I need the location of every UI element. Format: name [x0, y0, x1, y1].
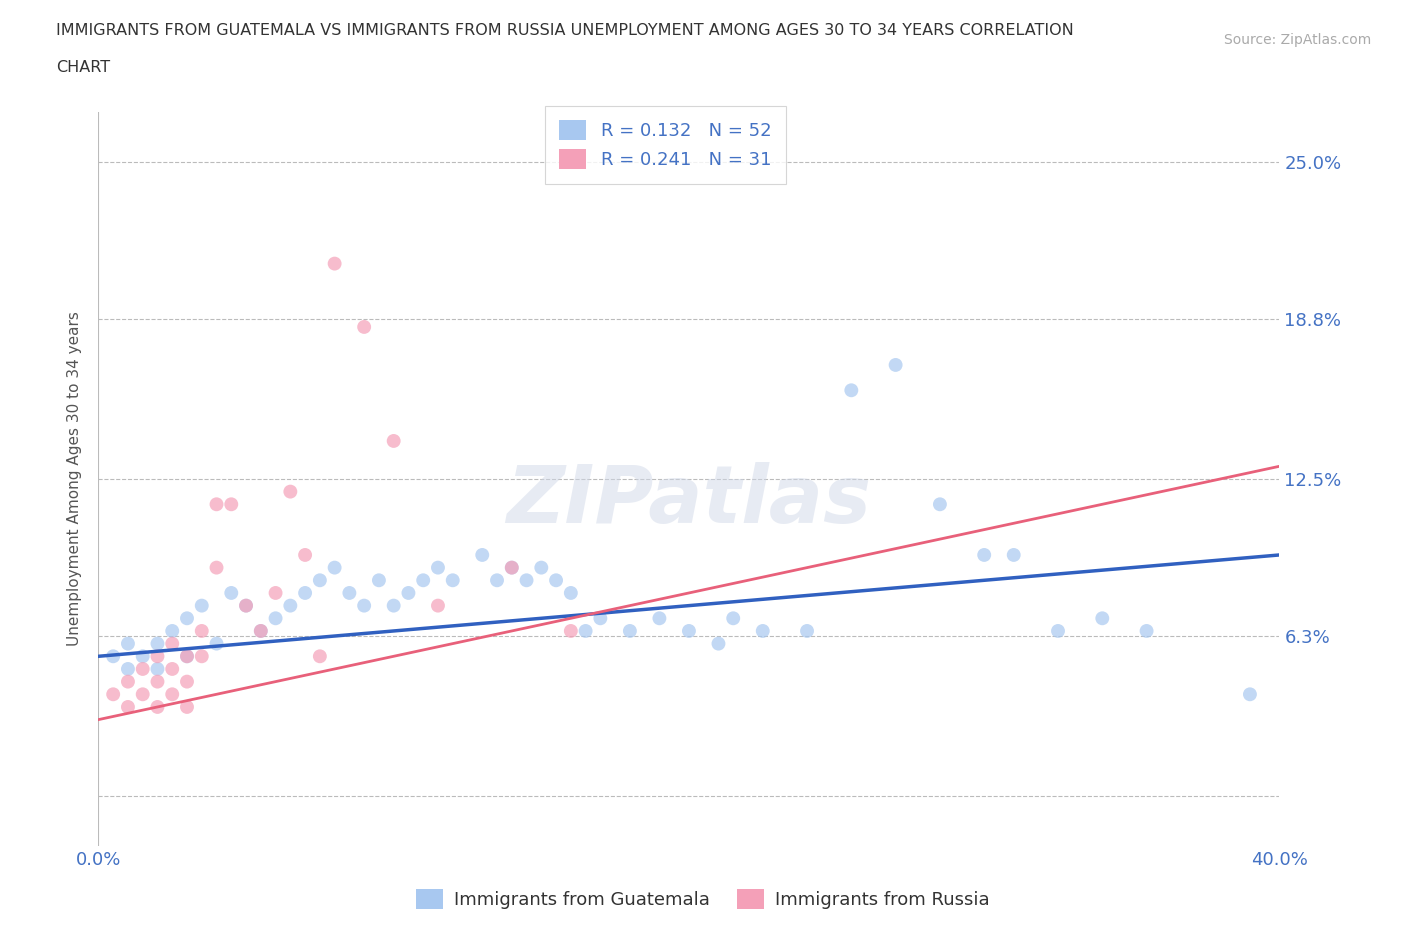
- Text: Source: ZipAtlas.com: Source: ZipAtlas.com: [1223, 33, 1371, 46]
- Point: [575, 623, 598, 638]
- Y-axis label: Unemployment Among Ages 30 to 34 years: Unemployment Among Ages 30 to 34 years: [67, 312, 83, 646]
- Point: [176, 699, 198, 714]
- Point: [398, 586, 420, 601]
- Point: [884, 357, 907, 372]
- Point: [146, 636, 169, 651]
- Legend: R = 0.132   N = 52, R = 0.241   N = 31: R = 0.132 N = 52, R = 0.241 N = 31: [544, 106, 786, 183]
- Point: [441, 573, 464, 588]
- Point: [235, 598, 257, 613]
- Point: [176, 649, 198, 664]
- Point: [132, 649, 155, 664]
- Point: [264, 586, 287, 601]
- Point: [648, 611, 671, 626]
- Point: [382, 433, 405, 448]
- Point: [162, 623, 183, 638]
- Point: [250, 623, 273, 638]
- Point: [176, 649, 198, 664]
- Point: [323, 560, 346, 575]
- Point: [1002, 548, 1025, 563]
- Point: [205, 636, 228, 651]
- Point: [191, 598, 214, 613]
- Point: [250, 623, 273, 638]
- Point: [146, 661, 169, 676]
- Point: [309, 573, 332, 588]
- Point: [353, 320, 375, 335]
- Point: [162, 661, 183, 676]
- Text: ZIPatlas: ZIPatlas: [506, 462, 872, 540]
- Point: [132, 687, 155, 702]
- Point: [619, 623, 641, 638]
- Point: [382, 598, 405, 613]
- Point: [412, 573, 434, 588]
- Point: [471, 548, 494, 563]
- Point: [176, 674, 198, 689]
- Point: [132, 661, 155, 676]
- Point: [427, 598, 450, 613]
- Legend: Immigrants from Guatemala, Immigrants from Russia: Immigrants from Guatemala, Immigrants fr…: [409, 882, 997, 916]
- Point: [235, 598, 257, 613]
- Point: [117, 661, 139, 676]
- Point: [146, 699, 169, 714]
- Point: [530, 560, 553, 575]
- Text: CHART: CHART: [56, 60, 110, 75]
- Point: [323, 256, 346, 271]
- Point: [796, 623, 818, 638]
- Point: [221, 586, 243, 601]
- Point: [752, 623, 775, 638]
- Point: [146, 674, 169, 689]
- Point: [294, 548, 316, 563]
- Point: [280, 485, 302, 499]
- Point: [103, 687, 125, 702]
- Point: [1091, 611, 1114, 626]
- Point: [280, 598, 302, 613]
- Point: [117, 636, 139, 651]
- Point: [560, 623, 582, 638]
- Point: [103, 649, 125, 664]
- Point: [516, 573, 538, 588]
- Point: [678, 623, 700, 638]
- Point: [973, 548, 995, 563]
- Point: [353, 598, 375, 613]
- Point: [146, 649, 169, 664]
- Point: [339, 586, 361, 601]
- Point: [1239, 687, 1261, 702]
- Point: [546, 573, 568, 588]
- Point: [929, 497, 952, 512]
- Point: [368, 573, 391, 588]
- Point: [205, 497, 228, 512]
- Point: [427, 560, 450, 575]
- Point: [294, 586, 316, 601]
- Point: [264, 611, 287, 626]
- Point: [1046, 623, 1070, 638]
- Point: [1136, 623, 1159, 638]
- Point: [117, 699, 139, 714]
- Point: [841, 383, 863, 398]
- Point: [191, 623, 214, 638]
- Point: [309, 649, 332, 664]
- Point: [589, 611, 612, 626]
- Point: [486, 573, 509, 588]
- Point: [221, 497, 243, 512]
- Point: [707, 636, 730, 651]
- Text: IMMIGRANTS FROM GUATEMALA VS IMMIGRANTS FROM RUSSIA UNEMPLOYMENT AMONG AGES 30 T: IMMIGRANTS FROM GUATEMALA VS IMMIGRANTS …: [56, 23, 1074, 38]
- Point: [723, 611, 745, 626]
- Point: [162, 636, 183, 651]
- Point: [501, 560, 523, 575]
- Point: [191, 649, 214, 664]
- Point: [205, 560, 228, 575]
- Point: [560, 586, 582, 601]
- Point: [117, 674, 139, 689]
- Point: [501, 560, 523, 575]
- Point: [176, 611, 198, 626]
- Point: [162, 687, 183, 702]
